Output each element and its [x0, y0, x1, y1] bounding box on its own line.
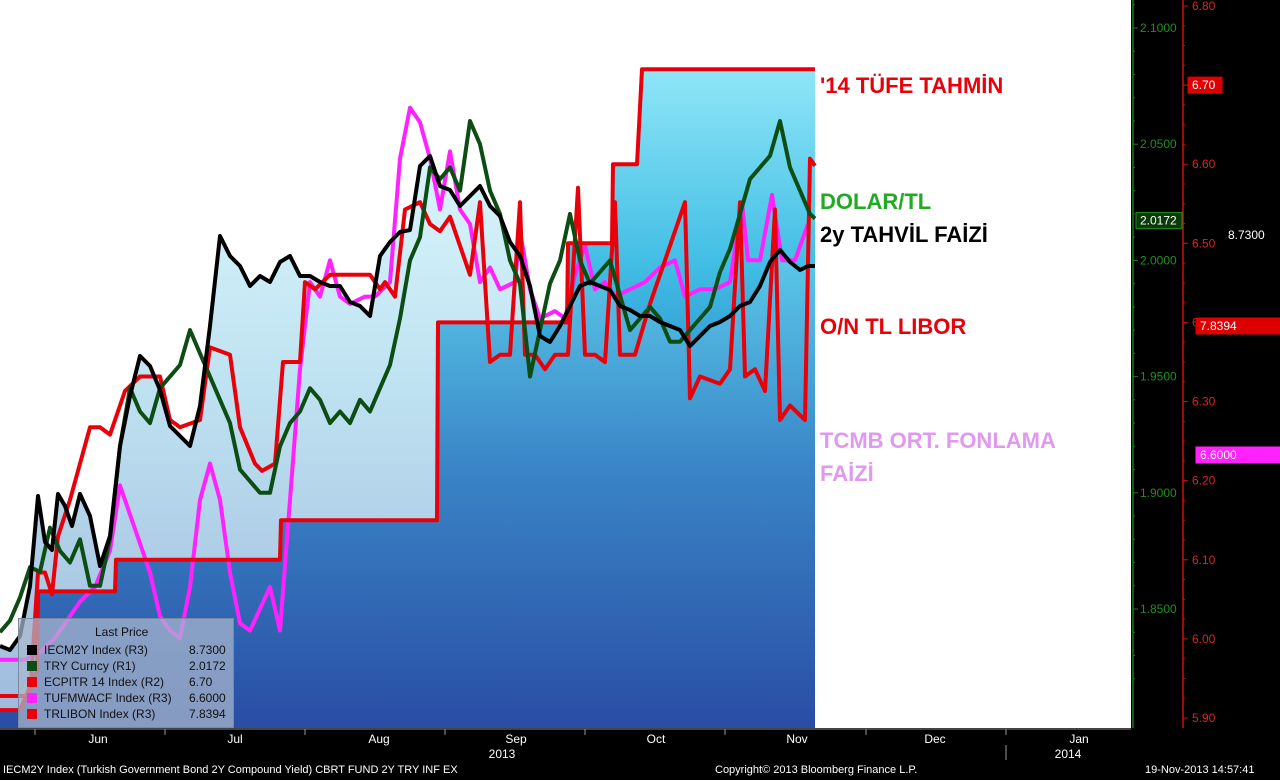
price-tag-tufe-box: [1187, 76, 1223, 94]
x-tick-label-year: 2014: [1055, 747, 1082, 761]
x-tick-label-month: Aug: [368, 732, 389, 746]
legend-entry-name: TRY Curncy (R1): [44, 659, 136, 673]
footer-security-description: IECM2Y Index (Turkish Government Bond 2Y…: [3, 764, 458, 776]
legend-entry: TRY Curncy (R1) 2.0172: [27, 659, 233, 674]
price-tag-libor-box: [1195, 317, 1280, 335]
legend-entry-value: 8.7300: [189, 643, 226, 657]
price-tag-libor: 7.8394: [1200, 319, 1237, 333]
annotation-libor: O/N TL LIBOR: [820, 314, 966, 339]
price-tag-dollar: 2.0172: [1140, 213, 1177, 227]
legend-entry-name: TRLIBON Index (R3): [44, 707, 156, 721]
legend-title: Last Price: [95, 625, 149, 639]
legend-swatch: [27, 709, 37, 719]
x-tick-label-year: 2013: [489, 747, 516, 761]
legend-entry-value: 6.6000: [189, 691, 226, 705]
inflation-tick-label: 6.80: [1192, 0, 1216, 13]
dollar-tick-label: 2.1000: [1140, 21, 1177, 35]
x-tick-label-month: Jul: [227, 732, 242, 746]
legend-entry: TRLIBON Index (R3) 7.8394: [27, 707, 233, 722]
annotation-tufe: '14 TÜFE TAHMİN: [820, 73, 1003, 98]
dollar-tick-label: 1.8500: [1140, 602, 1177, 616]
x-tick-label-month: Jan: [1069, 732, 1088, 746]
legend-entry-name: ECPITR 14 Index (R2): [44, 675, 165, 689]
legend-entry-value: 2.0172: [189, 659, 226, 673]
inflation-tick-label: 6.20: [1192, 474, 1216, 488]
x-axis-panel: [0, 728, 1131, 764]
legend-swatch: [27, 677, 37, 687]
series-line-ecpitr: [0, 67, 815, 713]
footer-timestamp: 19-Nov-2013 14:57:41: [1145, 764, 1255, 776]
dollar-tick-label: 2.0000: [1140, 253, 1177, 267]
x-tick-label-month: Oct: [647, 732, 666, 746]
x-tick-label-month: Dec: [924, 732, 945, 746]
price-tag-wacf-box: [1195, 446, 1280, 464]
annotation-tcmb-1: TCMB ORT. FONLAMA: [820, 428, 1056, 453]
series-line-iecm2y: [0, 154, 815, 652]
inflation-tick-label: 5.90: [1192, 711, 1216, 725]
legend-entry-value: 6.70: [189, 675, 213, 689]
series-line-trlibon: [0, 156, 817, 698]
x-tick-label-month: Sep: [505, 732, 527, 746]
x-tick-label-month: Nov: [786, 732, 807, 746]
inflation-tick-label: 6.00: [1192, 632, 1216, 646]
legend-entry: ECPITR 14 Index (R2) 6.70: [27, 675, 233, 690]
price-tag-tufe: 6.70: [1192, 78, 1216, 92]
price-tag-dollar-box: [1135, 211, 1183, 229]
axis-panel: [1131, 0, 1280, 728]
annotation-tcmb-2: FAİZİ: [820, 461, 874, 486]
annotation-tahvil: 2y TAHVİL FAİZİ: [820, 222, 988, 247]
legend-swatch: [27, 645, 37, 655]
price-tag-bond: 8.7300: [1228, 228, 1265, 242]
inflation-tick-label: 6.60: [1192, 157, 1216, 171]
price-tag-wacf: 6.6000: [1200, 448, 1237, 462]
legend-entry-name: IECM2Y Index (R3): [44, 643, 148, 657]
legend-swatch: [27, 693, 37, 703]
dollar-tick-label: 1.9000: [1140, 486, 1177, 500]
footer-copyright: Copyright© 2013 Bloomberg Finance L.P.: [715, 764, 918, 776]
legend-entry: TUFMWACF Index (R3) 6.6000: [27, 691, 233, 706]
inflation-tick-label: 6.30: [1192, 395, 1216, 409]
legend-entry-name: TUFMWACF Index (R3): [44, 691, 172, 705]
legend-swatch: [27, 661, 37, 671]
inflation-tick-label: 6.10: [1192, 553, 1216, 567]
inflation-tick-label: 6.50: [1192, 236, 1216, 250]
dollar-tick-label: 1.9500: [1140, 370, 1177, 384]
tufe-area-overlay: [0, 69, 815, 729]
legend-entry-value: 7.8394: [189, 707, 226, 721]
legend-entry: IECM2Y Index (R3) 8.7300: [27, 643, 233, 658]
dollar-tick-label: 2.0500: [1140, 137, 1177, 151]
x-tick-label-month: Jun: [88, 732, 107, 746]
annotation-dolar: DOLAR/TL: [820, 189, 931, 214]
legend: Last Price IECM2Y Index (R3) 8.7300 TRY Cu…: [18, 618, 234, 728]
